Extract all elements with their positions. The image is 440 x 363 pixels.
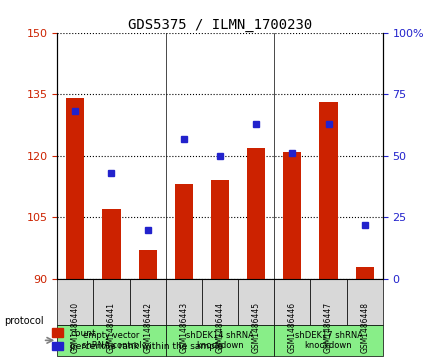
FancyBboxPatch shape <box>129 279 166 325</box>
Bar <box>247 147 265 279</box>
Text: GSM1486441: GSM1486441 <box>107 302 116 353</box>
Bar <box>139 250 157 279</box>
Text: shDEK17 shRNA
knockdown: shDEK17 shRNA knockdown <box>294 331 363 350</box>
Text: GSM1486448: GSM1486448 <box>360 302 369 353</box>
Legend: count, percentile rank within the sample: count, percentile rank within the sample <box>48 325 227 355</box>
FancyBboxPatch shape <box>274 325 383 356</box>
Text: shDEK14 shRNA
knockdown: shDEK14 shRNA knockdown <box>186 331 254 350</box>
Text: empty vector
shRNA control: empty vector shRNA control <box>82 331 141 350</box>
FancyBboxPatch shape <box>57 325 166 356</box>
Bar <box>175 184 193 279</box>
FancyBboxPatch shape <box>57 279 93 325</box>
Text: GSM1486440: GSM1486440 <box>71 302 80 353</box>
FancyBboxPatch shape <box>202 279 238 325</box>
FancyBboxPatch shape <box>274 279 311 325</box>
Bar <box>283 152 301 279</box>
FancyBboxPatch shape <box>93 279 129 325</box>
FancyBboxPatch shape <box>311 279 347 325</box>
Text: GSM1486442: GSM1486442 <box>143 302 152 353</box>
Text: GSM1486445: GSM1486445 <box>252 302 260 353</box>
Text: GDS5375 / ILMN_1700230: GDS5375 / ILMN_1700230 <box>128 18 312 32</box>
Bar <box>356 266 374 279</box>
FancyBboxPatch shape <box>238 279 274 325</box>
Text: GSM1486446: GSM1486446 <box>288 302 297 353</box>
Bar <box>66 98 84 279</box>
FancyBboxPatch shape <box>166 325 274 356</box>
Bar <box>211 180 229 279</box>
Bar <box>319 102 337 279</box>
Text: protocol: protocol <box>4 316 44 326</box>
Text: GSM1486443: GSM1486443 <box>180 302 188 353</box>
FancyBboxPatch shape <box>347 279 383 325</box>
Text: GSM1486444: GSM1486444 <box>216 302 224 353</box>
FancyBboxPatch shape <box>166 279 202 325</box>
Text: GSM1486447: GSM1486447 <box>324 302 333 353</box>
Bar <box>103 209 121 279</box>
